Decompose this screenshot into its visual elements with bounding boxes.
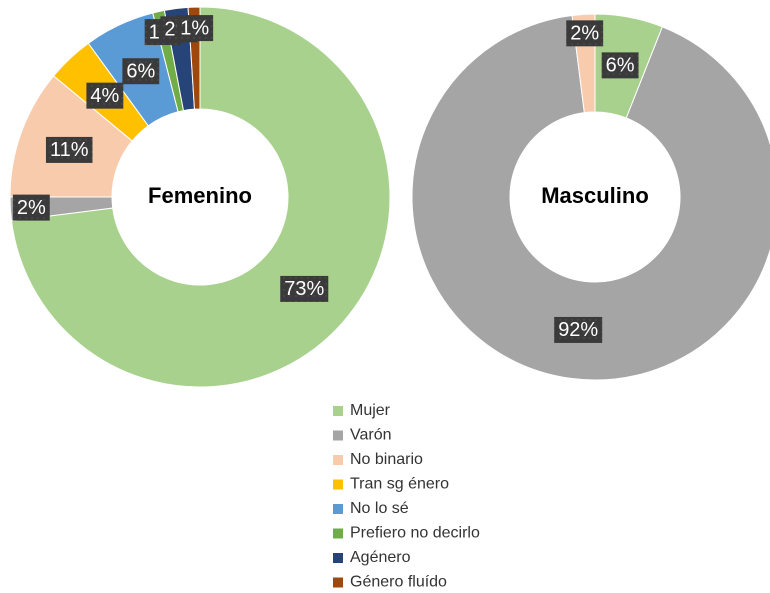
legend-swatch bbox=[333, 479, 343, 490]
legend-swatch bbox=[333, 455, 343, 465]
legend-label: No binario bbox=[350, 451, 423, 468]
legend-label: Género fluído bbox=[350, 574, 447, 591]
legend-label: No lo sé bbox=[350, 500, 409, 517]
data-label-text: 6% bbox=[126, 61, 155, 83]
data-label: 73% bbox=[280, 275, 329, 302]
data-label-box bbox=[86, 82, 124, 109]
data-label-box bbox=[601, 52, 639, 79]
data-label-text: 2% bbox=[17, 197, 46, 219]
legend-swatch bbox=[333, 406, 343, 416]
data-label: 1% bbox=[176, 15, 214, 42]
data-label-box bbox=[280, 275, 329, 302]
legend-label: Tran sg énero bbox=[350, 476, 449, 493]
legend-swatch bbox=[333, 577, 343, 588]
data-label: 4% bbox=[86, 82, 124, 109]
data-label-text: 92% bbox=[558, 319, 598, 341]
data-label: 6% bbox=[122, 58, 160, 85]
legend-swatch bbox=[333, 553, 343, 563]
data-label-box bbox=[566, 20, 604, 47]
data-label: 11% bbox=[45, 136, 93, 163]
data-label: 6% bbox=[601, 52, 639, 79]
data-label: 2% bbox=[566, 20, 604, 47]
data-label: 2% bbox=[12, 194, 50, 221]
data-label-text: 11% bbox=[50, 139, 89, 161]
data-label-box bbox=[176, 15, 214, 42]
data-label-box bbox=[45, 136, 93, 163]
donut-slice bbox=[411, 14, 770, 381]
legend-label: Varón bbox=[350, 427, 392, 444]
data-label-text: 73% bbox=[284, 278, 324, 300]
data-label-box bbox=[12, 194, 50, 221]
data-label-box bbox=[122, 58, 160, 85]
data-label: 92% bbox=[554, 316, 603, 343]
legend-swatch bbox=[333, 504, 343, 514]
legend-label: Mujer bbox=[350, 402, 391, 419]
donut-title: Femenino bbox=[148, 183, 252, 208]
data-label-text: 2% bbox=[570, 23, 599, 45]
data-label-box bbox=[554, 316, 603, 343]
legend-label: Prefiero no decirlo bbox=[350, 525, 480, 542]
legend-swatch bbox=[333, 528, 343, 539]
legend-label: Agénero bbox=[350, 549, 411, 566]
data-label-text: 1% bbox=[180, 17, 209, 39]
data-label-text: 6% bbox=[606, 55, 635, 77]
data-label-text: 4% bbox=[90, 85, 119, 107]
donut-title: Masculino bbox=[541, 183, 649, 208]
legend-swatch bbox=[333, 430, 343, 441]
